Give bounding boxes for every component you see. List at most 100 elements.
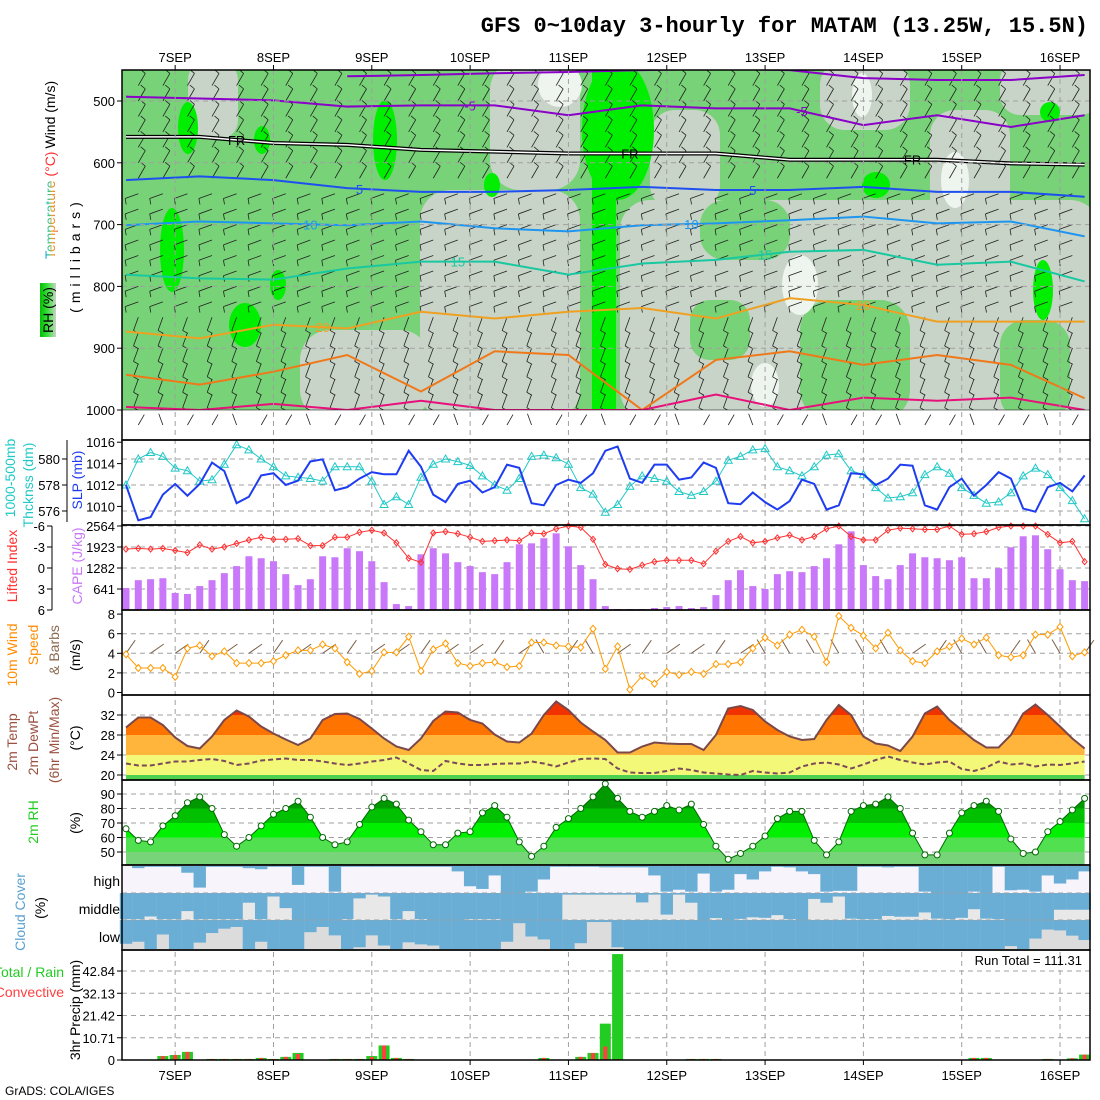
thickness-marker bbox=[649, 473, 660, 482]
wind-barb bbox=[850, 414, 858, 426]
wind-barb bbox=[198, 208, 213, 215]
wind-barb bbox=[322, 643, 337, 654]
wind-speed-marker bbox=[1044, 630, 1052, 639]
wind-barb bbox=[985, 270, 999, 277]
li-marker bbox=[688, 556, 695, 565]
wind-barb bbox=[157, 378, 164, 393]
wind-barb bbox=[924, 135, 933, 148]
wind-barb bbox=[383, 119, 392, 133]
run-total: Run Total = 111.31 bbox=[975, 953, 1082, 968]
wind-barb bbox=[714, 239, 729, 246]
wind-barb-feather bbox=[853, 115, 859, 121]
wind-barb-feather bbox=[124, 260, 127, 267]
wind-barb bbox=[567, 239, 581, 246]
date-axis-bottom: 7SEP 8SEP 9SEP 10SEP 11SEP 12SEP 13SEP 14SEP 15S… bbox=[159, 1068, 1081, 1083]
cape-bar bbox=[122, 588, 130, 610]
wind-barb-feather bbox=[214, 131, 220, 136]
wind-barb bbox=[936, 301, 950, 308]
wind-barb bbox=[432, 104, 441, 117]
cloud-bar-high bbox=[783, 866, 796, 868]
panel-frames bbox=[121, 69, 1091, 1061]
wind-barb-feather bbox=[149, 306, 152, 313]
cloud-bar-high bbox=[488, 866, 501, 876]
cloud-bar-low bbox=[1016, 920, 1030, 949]
cloud-bar-high bbox=[451, 866, 465, 872]
wind-speed-marker bbox=[1031, 630, 1040, 639]
cloud-bar-low bbox=[181, 920, 194, 949]
date-label-bottom: 13SEP bbox=[745, 1068, 785, 1083]
wind-speed-marker bbox=[945, 642, 954, 651]
wind-barb bbox=[310, 104, 318, 117]
wind-barb bbox=[182, 332, 188, 347]
cape-tick-label: 641 bbox=[93, 582, 115, 597]
wind-barb bbox=[837, 239, 852, 246]
wind-barb-feather bbox=[410, 84, 416, 90]
wind-barb bbox=[870, 378, 877, 393]
thickness-marker bbox=[883, 492, 893, 502]
wind-barb-feather bbox=[730, 115, 736, 121]
isotherm-label: -5 bbox=[464, 98, 476, 113]
wind-barb-feather bbox=[321, 291, 324, 298]
wind-barb bbox=[1042, 317, 1049, 331]
cape-bar bbox=[356, 551, 364, 610]
wind-barb-feather bbox=[1034, 291, 1037, 298]
wind-barb-feather bbox=[361, 131, 367, 136]
wind-barb bbox=[432, 135, 441, 148]
wind-barb-feather bbox=[1034, 198, 1037, 205]
wind-barb bbox=[223, 193, 237, 199]
wind-barb-feather bbox=[788, 275, 791, 282]
slp-line bbox=[125, 445, 1086, 522]
isotherm-25 bbox=[125, 350, 1086, 410]
isotherm-label: 5 bbox=[356, 182, 363, 197]
wind-barb-feather bbox=[582, 131, 588, 136]
wind-barb-feather bbox=[1000, 131, 1006, 136]
rh-marker bbox=[638, 813, 646, 821]
wind-tick-label: 2 bbox=[108, 666, 115, 681]
wind-barb-feather bbox=[665, 198, 668, 205]
wind-barb-feather bbox=[272, 198, 275, 205]
wind-barb bbox=[149, 270, 164, 277]
wind-barb bbox=[714, 224, 729, 230]
wind-barb-feather bbox=[509, 131, 515, 136]
wind-speed-marker bbox=[970, 640, 978, 649]
wind-barb-feather bbox=[788, 291, 791, 298]
precip-conv-bar bbox=[1082, 1054, 1087, 1060]
wind-barb bbox=[1034, 301, 1048, 308]
wind-barb-feather bbox=[518, 198, 520, 205]
cape-bar bbox=[233, 566, 241, 610]
wind-barb-feather bbox=[263, 131, 269, 136]
cape-bar bbox=[749, 586, 757, 610]
wind-barb-feather bbox=[272, 244, 275, 251]
rh-marker bbox=[823, 851, 831, 859]
wind-barb-feather bbox=[944, 407, 950, 410]
rh-marker bbox=[429, 841, 437, 849]
cloud-bar-low bbox=[205, 920, 219, 934]
wind-barb bbox=[555, 73, 564, 86]
wind-barb bbox=[764, 270, 778, 277]
wind-barb bbox=[665, 286, 680, 292]
rh-marker bbox=[466, 828, 474, 836]
wind-barb bbox=[600, 317, 606, 331]
cloud-bar-high bbox=[832, 866, 846, 891]
wind-barb bbox=[781, 639, 791, 654]
wind-speed-marker bbox=[417, 666, 425, 676]
wind-barb bbox=[236, 165, 244, 179]
wind-barb-feather bbox=[828, 146, 834, 151]
li-marker bbox=[184, 548, 191, 557]
wind-barb-feather bbox=[189, 115, 195, 121]
wind-barb-feather bbox=[558, 146, 564, 151]
cloud-bar-low bbox=[808, 920, 821, 949]
cape-tick-label: 1923 bbox=[86, 540, 115, 555]
wind-barb-feather bbox=[632, 115, 638, 121]
cloud-bar-low bbox=[906, 920, 919, 949]
wind-barb bbox=[649, 363, 655, 377]
millibars-label: (millibars) bbox=[67, 197, 83, 313]
wind-barb-feather bbox=[1000, 100, 1006, 105]
wind-barb-feather bbox=[459, 100, 466, 105]
wind-barb bbox=[924, 165, 933, 179]
cape-bar bbox=[675, 606, 683, 610]
wind-barb bbox=[690, 301, 704, 308]
cloud-bar-low bbox=[328, 920, 342, 936]
wind-barb bbox=[886, 270, 901, 277]
cape-bar bbox=[257, 558, 265, 610]
